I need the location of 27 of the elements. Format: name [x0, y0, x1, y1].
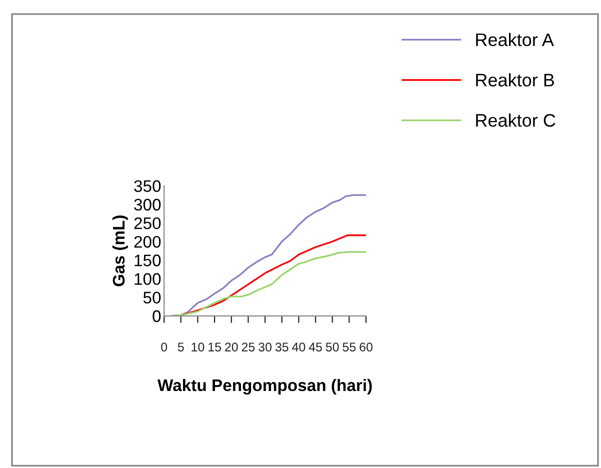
x-tick-label: 15 — [208, 342, 221, 352]
x-tick-label: 45 — [308, 342, 322, 352]
y-tick-label: 100 — [134, 273, 161, 285]
x-tick-label: 55 — [342, 342, 356, 352]
x-tick-label: 25 — [242, 342, 255, 352]
legend-label: Reaktor B — [476, 73, 554, 86]
y-axis-title: Gas (mL) — [112, 216, 128, 286]
legend-label: Reaktor C — [476, 114, 556, 127]
y-tick-label: 350 — [134, 180, 161, 192]
y-tick-label: 300 — [134, 198, 161, 211]
x-tick-label: 60 — [360, 342, 372, 352]
x-tick-label: 10 — [192, 342, 204, 352]
x-tick-label: 30 — [258, 342, 272, 352]
y-tick-label: 200 — [134, 236, 161, 248]
y-tick-label: 250 — [134, 217, 161, 230]
line-series — [170, 251, 366, 316]
y-tick-label: 150 — [134, 254, 161, 266]
x-tick-label: 35 — [275, 342, 288, 352]
x-tick-label: 50 — [326, 342, 339, 352]
legend-label: Reaktor A — [476, 32, 554, 46]
x-tick-label: 0 — [161, 342, 168, 352]
x-axis-title: Waktu Pengomposan (hari) — [158, 378, 372, 395]
y-tick-label: 0 — [152, 310, 161, 322]
x-tick-label: 20 — [225, 342, 238, 352]
x-tick-label: 40 — [292, 342, 306, 352]
x-tick-label: 5 — [178, 342, 184, 352]
y-tick-label: 50 — [143, 292, 161, 304]
